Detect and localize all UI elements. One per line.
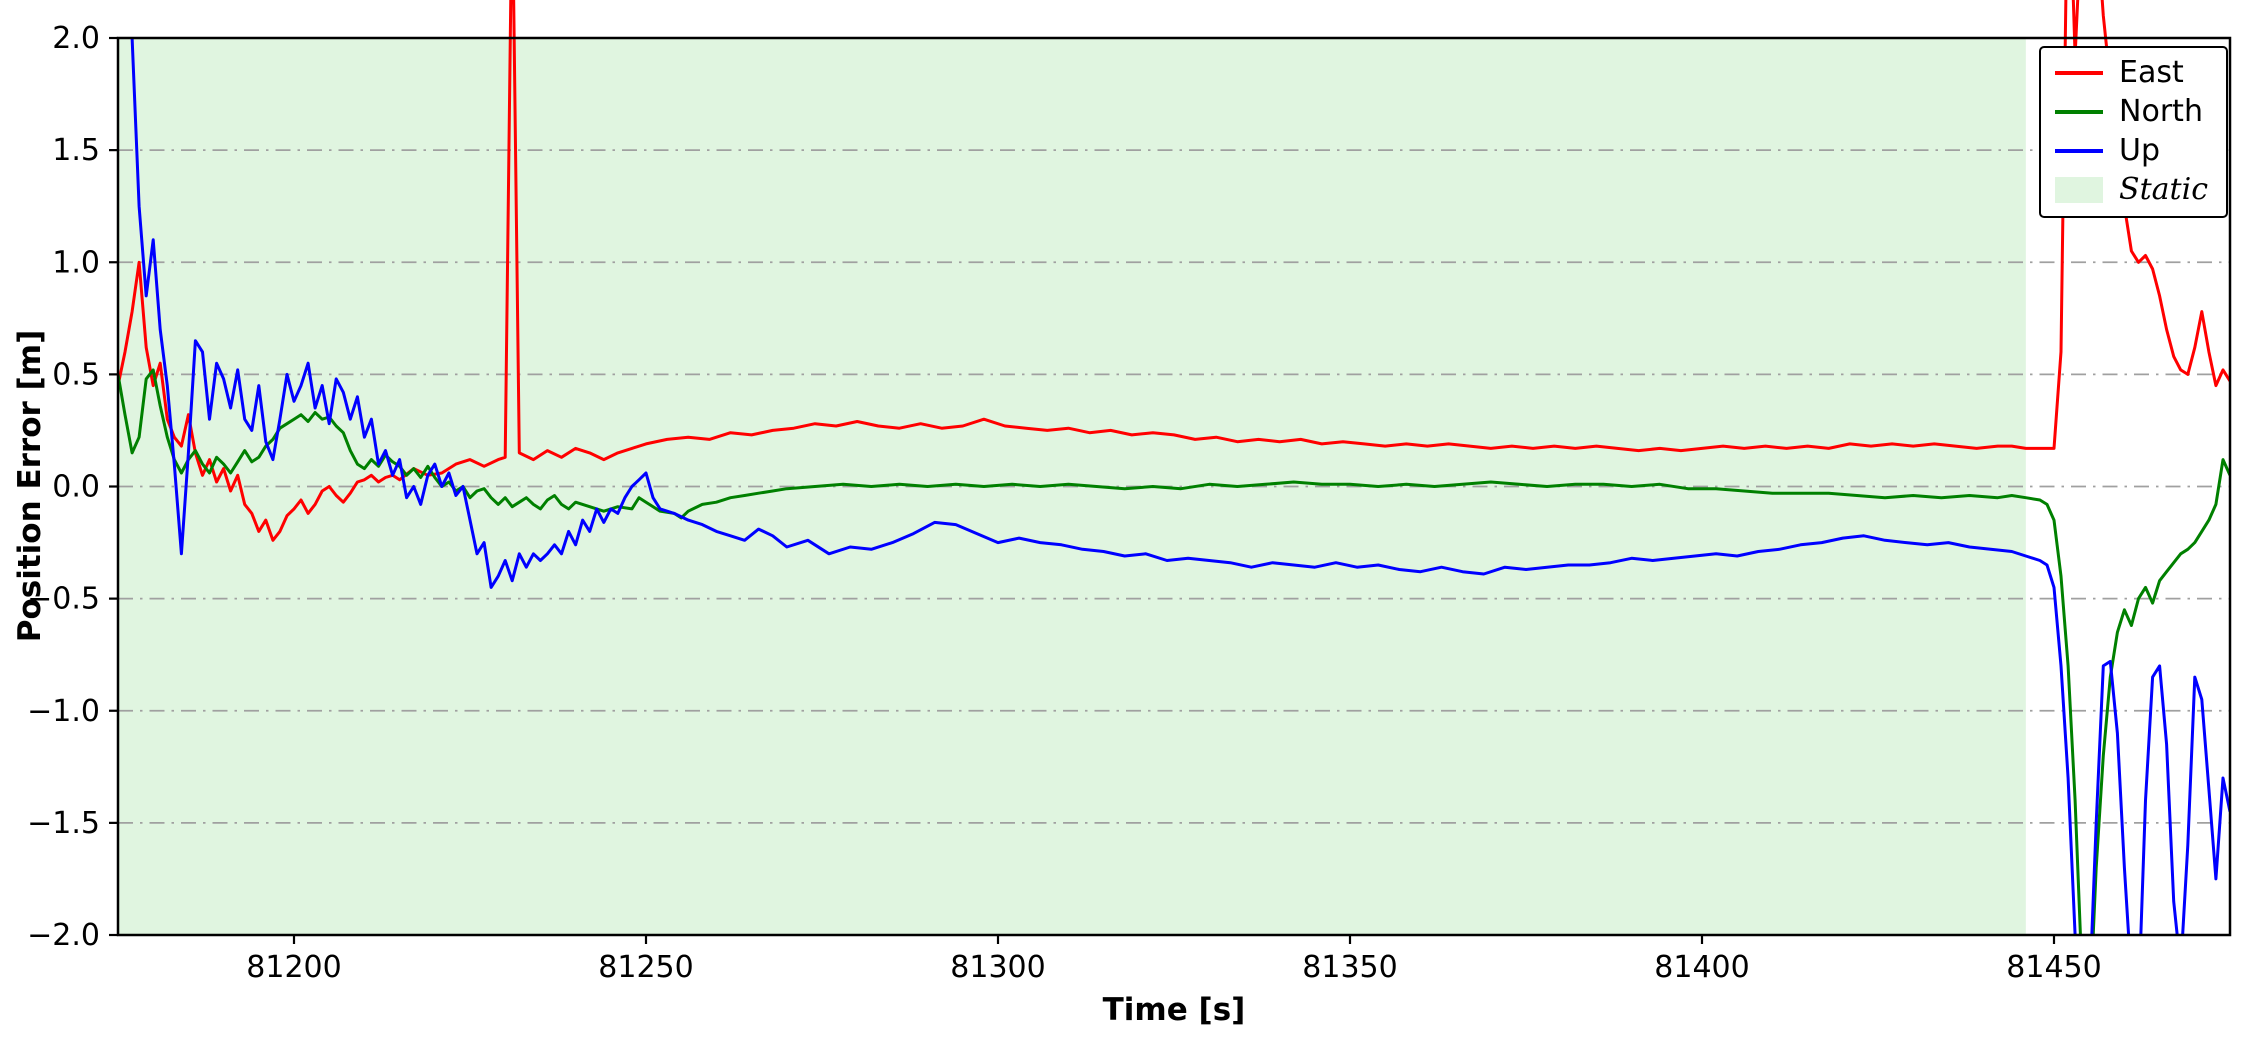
east-line-swatch xyxy=(2055,70,2104,75)
x-tick-label: 81450 xyxy=(2006,950,2101,985)
legend-entry-east: East xyxy=(2055,56,2208,89)
y-tick-label: −2.0 xyxy=(27,918,100,953)
y-tick-label: 1.5 xyxy=(52,133,100,168)
y-axis-label: Position Error [m] xyxy=(12,329,48,643)
static-patch-swatch xyxy=(2055,176,2104,203)
y-tick-label: −1.5 xyxy=(27,806,100,841)
y-tick-label: −0.5 xyxy=(27,582,100,617)
y-tick-label: −1.0 xyxy=(27,694,100,729)
y-tick-label: 0.0 xyxy=(52,470,100,505)
legend-label: North xyxy=(2119,93,2203,129)
series-line-east xyxy=(118,0,2230,542)
legend-label-static: Static xyxy=(2119,171,2208,207)
y-tick-label: 2.0 xyxy=(52,21,100,56)
y-tick-label: 1.0 xyxy=(52,245,100,280)
legend-entry-north: North xyxy=(2055,95,2208,128)
y-tick-label: 0.5 xyxy=(52,357,100,392)
x-tick-label: 81400 xyxy=(1654,950,1749,985)
x-axis-label: Time [s] xyxy=(1102,992,1246,1028)
x-tick-label: 81350 xyxy=(1302,950,1397,985)
legend-label: East xyxy=(2119,54,2184,90)
legend-entry-static: Static xyxy=(2055,173,2208,206)
x-tick-label: 81250 xyxy=(598,950,693,985)
legend-label: Up xyxy=(2119,132,2161,168)
north-line-swatch xyxy=(2055,109,2104,114)
x-tick-label: 81200 xyxy=(246,950,341,985)
x-tick-label: 81300 xyxy=(950,950,1045,985)
up-line-swatch xyxy=(2055,148,2104,153)
series-line-up xyxy=(130,38,2230,935)
legend-entry-up: Up xyxy=(2055,134,2208,167)
legend: East North Up Static xyxy=(2039,46,2228,218)
series-line-north xyxy=(118,368,2230,935)
